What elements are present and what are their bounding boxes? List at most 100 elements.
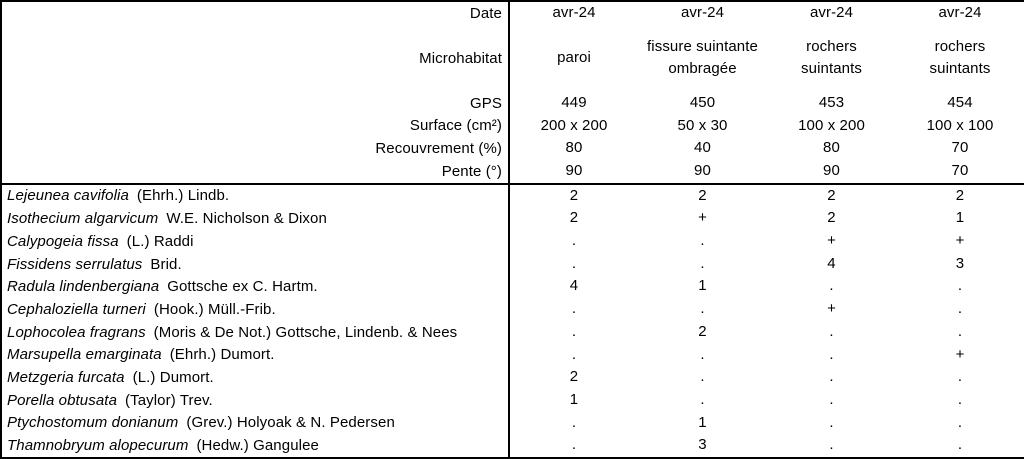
header-row-label: GPS [1, 91, 510, 115]
header-value-cell: 50 x 30 [677, 116, 728, 134]
abundance-cell: . [957, 390, 963, 408]
species-row: Isothecium algarvicum W.E. Nicholson & Di… [1, 207, 1024, 230]
species-name-cell: Metzgeria furcata (L.) Dumort. [1, 366, 510, 389]
species-row: Metzgeria furcata (L.) Dumort. 2... [1, 366, 1024, 389]
species-name-cell: Lejeunea cavifolia (Ehrh.) Lindb. [1, 183, 510, 208]
abundance-cell: + [827, 232, 836, 250]
abundance-cell: . [957, 300, 963, 318]
abundance-cell: . [829, 345, 834, 363]
species-name-cell: Thamnobryum alopecurum (Hedw.) Gangulee [1, 434, 510, 458]
species-authority: (Grev.) Holyoak & N. Pedersen [186, 414, 395, 432]
header-value-cell: 450 [689, 93, 716, 111]
species-name-cell: Lophocolea fragrans (Moris & De Not.) Got… [1, 320, 510, 344]
abundance-cell: + [827, 300, 836, 318]
abundance-cell: . [571, 413, 577, 431]
species-authority: (Moris & De Not.) Gottsche, Lindenb. & N… [153, 323, 458, 341]
abundance-cell: . [829, 368, 834, 386]
abundance-cell: 2 [569, 368, 579, 386]
header-value-cell: 40 [694, 139, 711, 157]
header-value-cell: avr-24 [809, 4, 854, 22]
abundance-cell: . [571, 300, 577, 318]
header-value-cell: 454 [947, 93, 973, 111]
species-name-cell: Fissidens serrulatus Brid. [1, 252, 510, 276]
header-value-cell: 90 [823, 161, 840, 179]
species-row: Calypogeia fissa (L.) Raddi.. + + [1, 229, 1024, 253]
species-row: Ptychostomum donianum (Grev.) Holyoak & N… [1, 411, 1024, 435]
abundance-cell: 4 [569, 277, 579, 295]
header-value-cell: rochers suintants [929, 37, 991, 78]
header-value-cell: 100 x 200 [798, 116, 865, 134]
header-row-label: Pente (°) [1, 159, 510, 184]
header-value-cell: 70 [951, 139, 969, 157]
header-value-cell: 453 [818, 93, 845, 111]
abundance-cell: . [829, 322, 834, 340]
species-authority: (Hook.) Müll.-Frib. [153, 300, 276, 318]
species-taxon: Thamnobryum alopecurum [7, 437, 189, 455]
species-authority: (Ehrh.) Dumort. [169, 346, 275, 364]
species-authority: W.E. Nicholson & Dixon [166, 210, 327, 228]
species-row: Porella obtusata (Taylor) Trev. 1... [1, 388, 1024, 412]
species-taxon: Cephaloziella turneri [7, 300, 146, 318]
species-authority: (Ehrh.) Lindb. [136, 187, 230, 205]
abundance-cell: 2 [569, 186, 579, 204]
species-authority: (Hedw.) Gangulee [196, 437, 319, 455]
species-taxon: Radula lindenbergiana [7, 278, 160, 296]
header-section: Date avr-24 avr-24 avr-24 avr-24 Microhabitat… [1, 1, 1024, 184]
species-name-cell: Calypogeia fissa (L.) Raddi [1, 229, 510, 253]
abundance-cell: + [698, 209, 707, 227]
species-authority: Brid. [150, 255, 182, 273]
header-row-label: Surface (cm²) [1, 114, 510, 138]
species-taxon: Porella obtusata [7, 391, 118, 409]
abundance-cell: . [571, 322, 577, 340]
abundance-cell: . [571, 254, 577, 272]
abundance-cell: 1 [955, 209, 965, 227]
abundance-cell: . [829, 277, 834, 295]
header-row: Microhabitat paroi fissure suintante ombra… [1, 25, 1024, 92]
header-value-cell: avr-24 [552, 4, 596, 22]
header-value-cell: 100 x 100 [926, 116, 994, 134]
abundance-cell: 2 [569, 209, 579, 227]
abundance-cell: . [957, 368, 963, 386]
abundance-cell: 1 [569, 390, 579, 408]
species-row: Marsupella emarginata (Ehrh.) Dumort.... + [1, 343, 1024, 367]
header-value-cell: 90 [694, 161, 711, 179]
species-taxon: Lophocolea fragrans [7, 323, 146, 341]
species-name-cell: Marsupella emarginata (Ehrh.) Dumort. [1, 343, 510, 367]
abundance-cell: 3 [955, 254, 965, 272]
header-value-cell: 80 [565, 139, 583, 157]
header-row: Recouvrement (%) 80 40 80 70 [1, 137, 1024, 160]
abundance-cell: 2 [955, 186, 965, 204]
header-row: GPS 449 450 453 454 [1, 91, 1024, 115]
species-taxon: Metzgeria furcata [7, 368, 125, 386]
species-taxon: Calypogeia fissa [7, 232, 119, 250]
species-taxon: Ptychostomum donianum [7, 414, 179, 432]
header-value-cell: fissure suintante ombragée [647, 37, 758, 78]
abundance-cell: . [829, 390, 834, 408]
header-value-cell: 70 [951, 161, 969, 179]
header-value-cell: avr-24 [938, 4, 982, 22]
abundance-cell: 2 [827, 186, 836, 204]
species-taxon: Lejeunea cavifolia [7, 187, 129, 205]
species-taxon: Isothecium algarvicum [7, 210, 159, 228]
species-name-cell: Ptychostomum donianum (Grev.) Holyoak & N… [1, 411, 510, 435]
species-authority: (L.) Raddi [126, 232, 194, 250]
abundance-cell: . [829, 436, 834, 454]
species-row: Thamnobryum alopecurum (Hedw.) Gangulee. 3… [1, 434, 1024, 458]
header-row: Date avr-24 avr-24 avr-24 avr-24 [1, 1, 1024, 26]
species-taxon: Fissidens serrulatus [7, 255, 143, 273]
abundance-cell: . [700, 368, 705, 386]
species-row: Fissidens serrulatus Brid... 4 3 [1, 252, 1024, 276]
abundance-cell: . [957, 436, 963, 454]
abundance-cell: 3 [698, 436, 707, 454]
abundance-cell: 4 [827, 254, 836, 272]
species-authority: (L.) Dumort. [132, 368, 214, 386]
abundance-cell: 2 [827, 209, 836, 227]
abundance-cell: + [955, 345, 965, 363]
header-row: Pente (°) 90 90 90 70 [1, 159, 1024, 184]
header-value-cell: 90 [565, 161, 583, 179]
abundance-cell: + [955, 232, 965, 250]
abundance-cell: . [700, 300, 705, 318]
abundance-cell: . [700, 390, 705, 408]
